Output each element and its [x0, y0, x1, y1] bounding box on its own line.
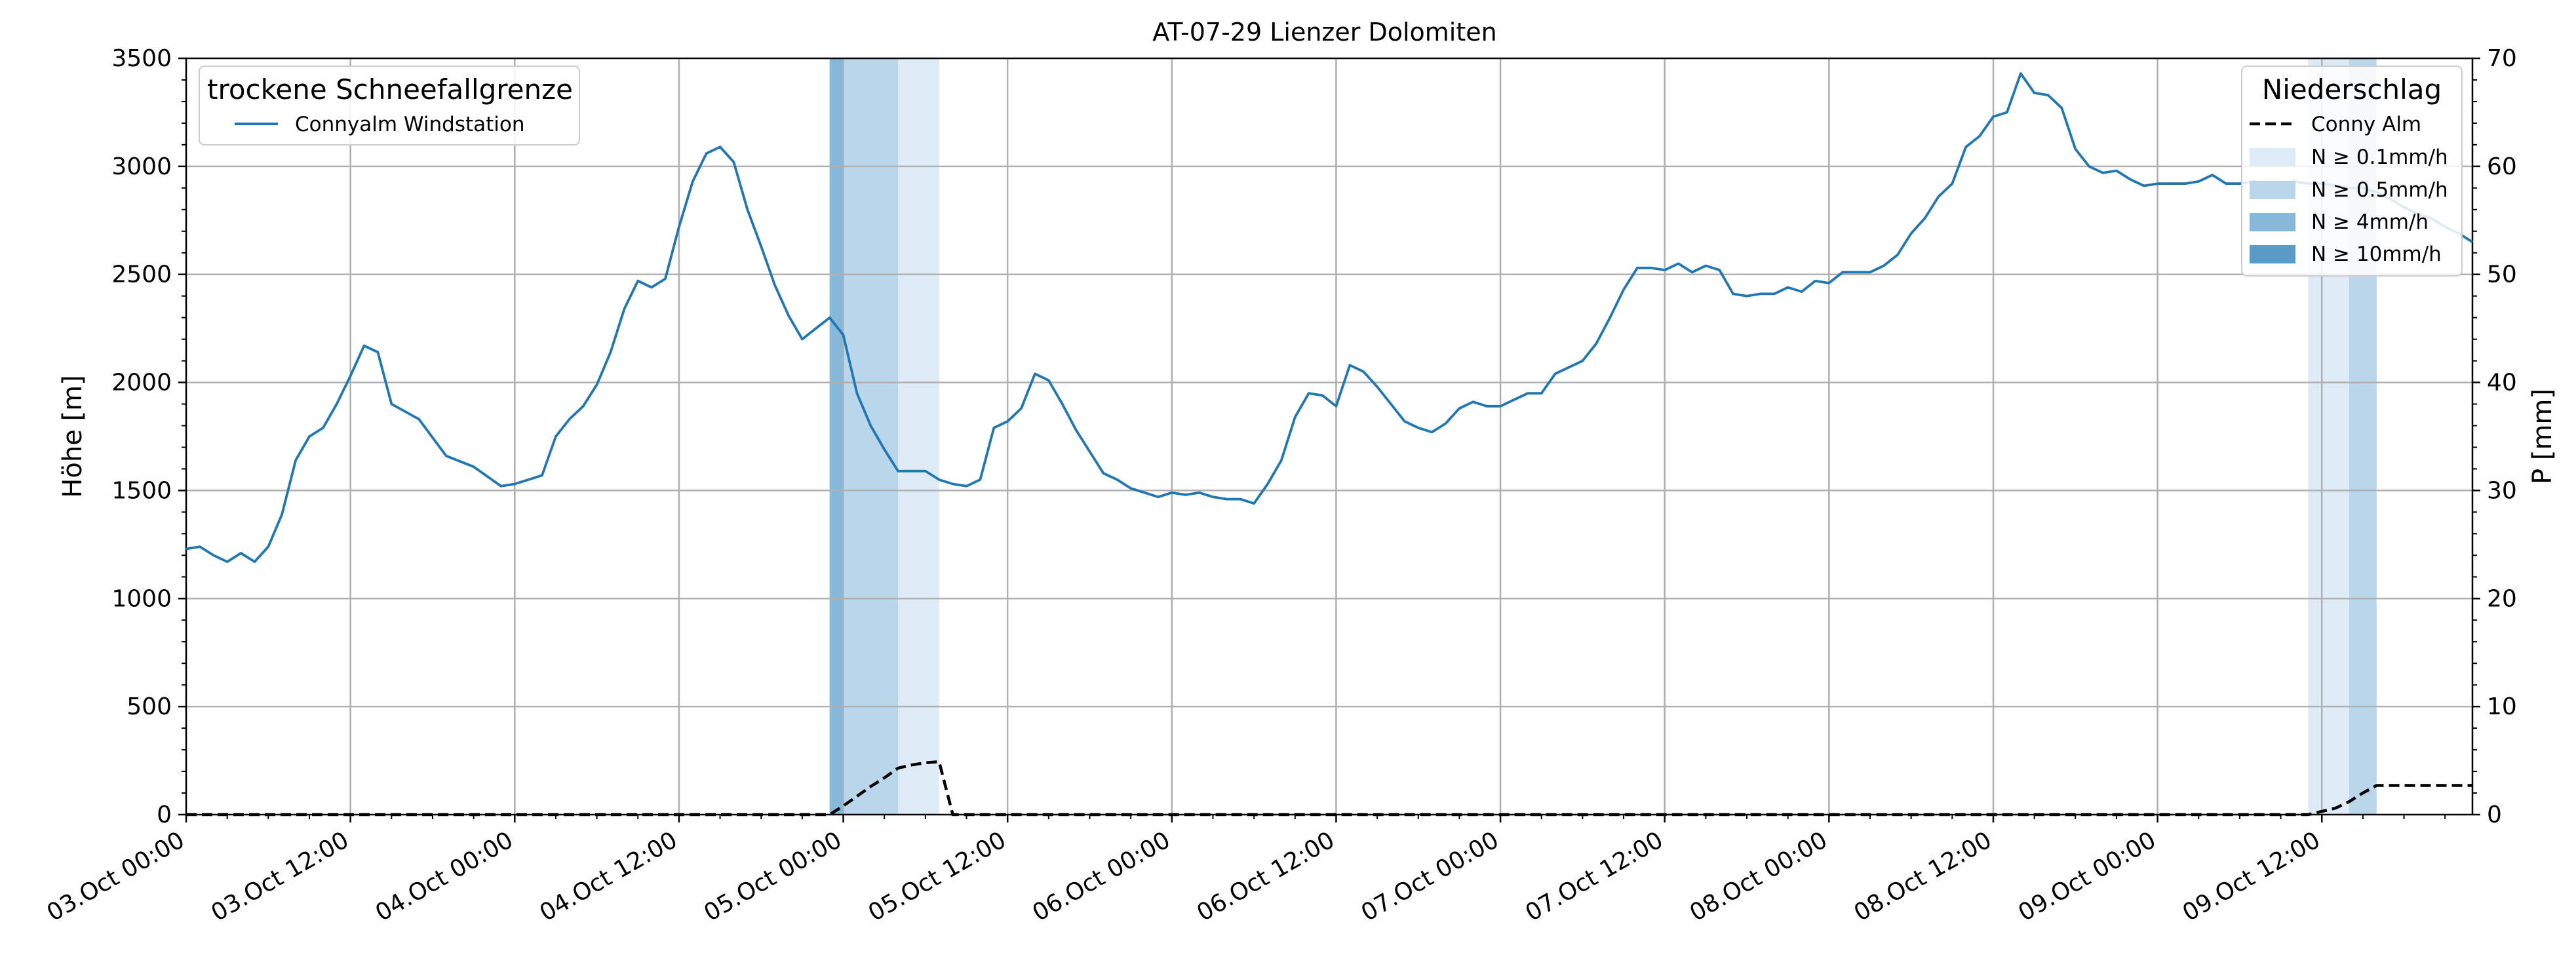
- grid: [186, 58, 2472, 815]
- legend-precipitation-swatch-05: [2250, 181, 2295, 199]
- y-right-tick-label: 70: [2487, 45, 2517, 72]
- x-tick-label: 06.Oct 12:00: [1192, 826, 1339, 927]
- y-tick-label: 2500: [111, 261, 172, 288]
- legend-precipitation-entry: N ≥ 10mm/h: [2311, 242, 2442, 266]
- legend-precipitation-entry: N ≥ 4mm/h: [2311, 210, 2429, 234]
- x-tick-label: 06.Oct 00:00: [1028, 826, 1175, 927]
- legend-precipitation-swatch-4: [2250, 213, 2295, 231]
- chart-title: AT-07-29 Lienzer Dolomiten: [1152, 18, 1496, 47]
- y-right-tick-label: 60: [2487, 153, 2517, 180]
- x-tick-label: 09.Oct 12:00: [2178, 826, 2325, 927]
- legend-precipitation-title: Niederschlag: [2262, 73, 2442, 106]
- precip-band: [829, 58, 844, 815]
- y-tick-label: 1500: [111, 477, 172, 504]
- precip-band: [898, 58, 939, 815]
- precipitation-bands: [829, 58, 2377, 815]
- legend-precipitation-entry: N ≥ 0.5mm/h: [2311, 178, 2448, 202]
- plot-frame: [185, 57, 2474, 816]
- y-tick-label: 0: [157, 802, 172, 828]
- series-line-connyalm-windstation: [185, 72, 2474, 564]
- y-axis-right-label: P [mm]: [2527, 389, 2558, 484]
- precip-band: [843, 58, 899, 815]
- x-tick-label: 04.Oct 00:00: [371, 826, 518, 927]
- series: [185, 72, 2474, 817]
- legend-precipitation-box: [2241, 66, 2463, 277]
- y-tick-label: 500: [127, 693, 172, 720]
- x-tick-label: 07.Oct 12:00: [1521, 826, 1668, 927]
- y-tick-label: 1000: [111, 585, 172, 612]
- legend-snowline: trockene Schneefallgrenze Connyalm Winds…: [199, 66, 580, 145]
- y-tick-label: 3000: [111, 153, 172, 180]
- x-tick-label: 03.Oct 00:00: [43, 826, 189, 927]
- legend-precipitation-entry: Conny Alm: [2311, 113, 2421, 136]
- y-axis-label: Höhe [m]: [58, 375, 88, 497]
- x-tick-label: 03.Oct 12:00: [206, 826, 353, 927]
- y-right-tick-label: 0: [2487, 802, 2502, 828]
- x-tick-label: 04.Oct 12:00: [536, 826, 682, 927]
- y-right-tick-label: 30: [2487, 477, 2517, 504]
- legend-precipitation-swatch-10: [2250, 245, 2295, 263]
- x-tick-label: 05.Oct 12:00: [864, 826, 1011, 927]
- x-tick-label: 05.Oct 00:00: [699, 826, 846, 927]
- x-tick-label: 08.Oct 00:00: [1685, 826, 1832, 927]
- y-tick-label: 2000: [111, 370, 172, 396]
- y-tick-label: 3500: [111, 45, 172, 72]
- series-line-conny-alm: [186, 760, 2472, 817]
- y-right-tick-label: 20: [2487, 585, 2517, 612]
- x-tick-label: 09.Oct 00:00: [2014, 826, 2160, 927]
- legend-snowline-title: trockene Schneefallgrenze: [207, 73, 573, 106]
- legend-snowline-entry: Connyalm Windstation: [295, 113, 525, 136]
- y-right-tick-label: 50: [2487, 261, 2517, 288]
- legend-snowline-box: [199, 66, 580, 145]
- x-tick-label: 07.Oct 00:00: [1357, 826, 1504, 927]
- legend-precipitation-entry: N ≥ 0.1mm/h: [2311, 145, 2448, 169]
- axis-ticks: 0 500 1000 1500 2000 2500 3000 3500 0 10 20 30 40 50 6…: [43, 45, 2517, 927]
- y-right-tick-label: 40: [2487, 370, 2517, 396]
- legend-precipitation: Niederschlag Conny Alm N ≥ 0.1mm/h N ≥ 0…: [2241, 66, 2463, 277]
- legend-precipitation-swatch-01: [2250, 148, 2295, 166]
- x-tick-label: 08.Oct 12:00: [1850, 826, 1997, 927]
- y-right-tick-label: 10: [2487, 693, 2517, 720]
